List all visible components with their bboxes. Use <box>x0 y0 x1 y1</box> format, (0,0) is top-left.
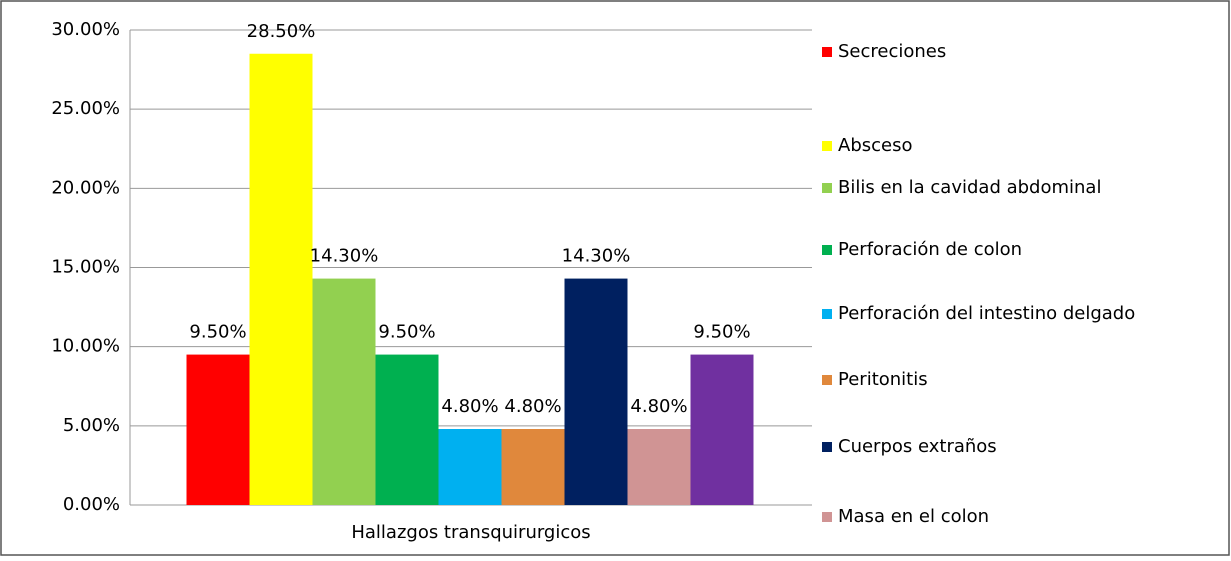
legend-label: Secreciones <box>838 41 946 62</box>
legend-swatch <box>822 375 832 385</box>
y-tick-label: 10.00% <box>51 336 120 357</box>
bar <box>690 354 754 505</box>
bar <box>627 429 691 505</box>
legend-label: Perforación de colon <box>838 239 1022 260</box>
data-label: 4.80% <box>441 396 498 417</box>
y-tick-label: 5.00% <box>63 415 120 436</box>
bar <box>375 354 439 505</box>
bar <box>501 429 565 505</box>
data-label: 4.80% <box>630 396 687 417</box>
legend-swatch <box>822 183 832 193</box>
legend-label: Masa en el colon <box>838 506 989 527</box>
data-label: 9.50% <box>378 322 435 343</box>
legend-label: Bilis en la cavidad abdominal <box>838 177 1101 198</box>
bar <box>186 354 250 505</box>
legend-swatch <box>822 512 832 522</box>
legend-label: Cuerpos extraños <box>838 436 997 457</box>
bar <box>438 429 502 505</box>
y-tick-label: 30.00% <box>51 19 120 40</box>
legend-label: Absceso <box>838 135 912 156</box>
x-tick-label: Hallazgos transquirurgicos <box>351 522 590 543</box>
y-tick-label: 0.00% <box>63 494 120 515</box>
legend-label: Peritonitis <box>838 369 928 390</box>
data-label: 4.80% <box>504 396 561 417</box>
y-tick-label: 25.00% <box>51 98 120 119</box>
y-tick-label: 20.00% <box>51 177 120 198</box>
y-tick-label: 15.00% <box>51 257 120 278</box>
legend-swatch <box>822 141 832 151</box>
legend-label: Perforación del intestino delgado <box>838 303 1135 324</box>
data-label: 14.30% <box>310 246 379 267</box>
legend-swatch <box>822 47 832 57</box>
bar <box>564 278 628 505</box>
bar <box>312 278 376 505</box>
legend-swatch <box>822 442 832 452</box>
data-label: 9.50% <box>189 322 246 343</box>
data-label: 14.30% <box>562 246 631 267</box>
bar <box>249 53 313 505</box>
data-label: 28.50% <box>247 21 316 42</box>
data-label: 9.50% <box>693 322 750 343</box>
legend-swatch <box>822 245 832 255</box>
legend-swatch <box>822 309 832 319</box>
